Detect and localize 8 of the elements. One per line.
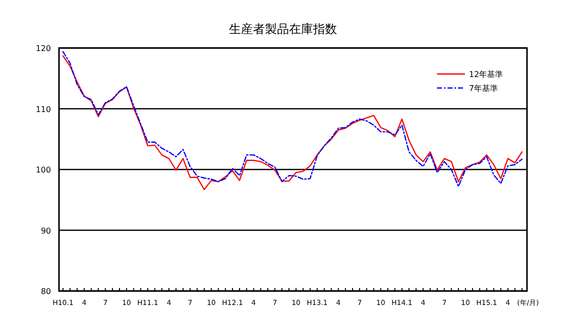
y-tick-label: 100: [36, 166, 51, 174]
chart-title: 生産者製品在庫指数: [229, 22, 337, 36]
y-tick-label: 80: [40, 287, 51, 296]
legend-label: 12年基準: [469, 70, 504, 79]
y-tick-label: 90: [40, 226, 51, 236]
y-tick-label: 120: [36, 44, 51, 53]
legend-label: 7年基準: [469, 84, 498, 93]
y-tick-label: 110: [36, 104, 51, 114]
